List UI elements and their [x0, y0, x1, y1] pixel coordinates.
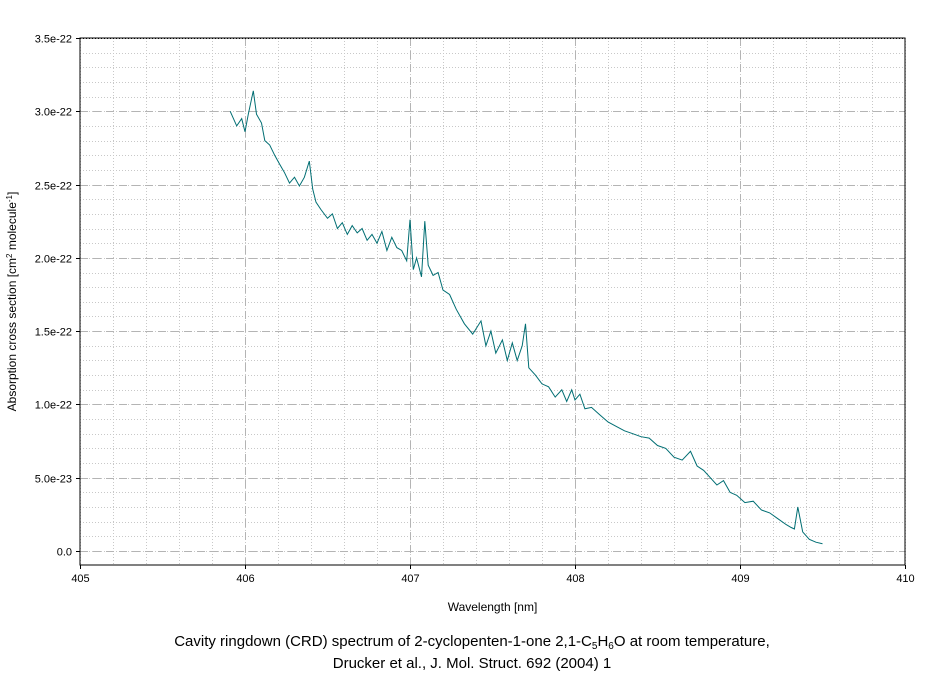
- caption-line-1: Cavity ringdown (CRD) spectrum of 2-cycl…: [0, 633, 944, 652]
- x-tick-label: 405: [71, 573, 89, 585]
- y-axis-label-text: Absorption cross section [cm: [5, 258, 19, 411]
- y-axis-label-mid: molecule: [5, 202, 19, 254]
- y-tick-label: 5.0e-23: [35, 474, 72, 486]
- major-grid: [80, 38, 905, 565]
- minor-grid: [80, 38, 906, 565]
- x-tick-label: 406: [236, 573, 254, 585]
- caption-line-2: Drucker et al., J. Mol. Struct. 692 (200…: [332, 655, 612, 672]
- spectrum-line: [229, 90, 823, 545]
- y-tick-label: 3.5e-22: [35, 34, 72, 46]
- x-axis-label: Wavelength [nm]: [448, 600, 538, 614]
- caption-sub-2: 6: [608, 641, 614, 652]
- x-tick-label: 409: [731, 573, 749, 585]
- plot-frame: [79, 37, 906, 566]
- y-tick-label: 1.0e-22: [35, 400, 72, 412]
- y-axis-label-sup-2: -1: [5, 194, 14, 202]
- y-axis: 0.0 5.0e-23 1.0e-22 1.5e-22 2.0e-22 2.5e-22 3.…: [35, 34, 80, 559]
- x-tick-label: 408: [566, 573, 584, 585]
- caption-sub-1: 5: [591, 641, 598, 652]
- y-tick-label: 2.5e-22: [35, 181, 72, 193]
- x-tick-label: 407: [401, 573, 419, 585]
- y-axis-label-sup-1: 2: [5, 253, 14, 258]
- y-tick-label: 1.5e-22: [35, 327, 72, 339]
- y-axis-label: Absorption cross section [cm2 molecule-1…: [5, 192, 20, 412]
- y-tick-label: 3.0e-22: [35, 107, 72, 119]
- caption-text-a: Cavity ringdown (CRD) spectrum of 2-cycl…: [174, 633, 592, 650]
- y-axis-label-end: ]: [5, 192, 19, 195]
- x-axis: 405 406 407 408 409 410: [71, 565, 915, 585]
- y-tick-label: 0.0: [57, 547, 72, 559]
- caption-text-c: O at room temperature,: [613, 633, 770, 650]
- x-tick-label: 410: [896, 573, 914, 585]
- y-tick-label: 2.0e-22: [35, 254, 72, 266]
- caption-text-b: H: [597, 633, 609, 650]
